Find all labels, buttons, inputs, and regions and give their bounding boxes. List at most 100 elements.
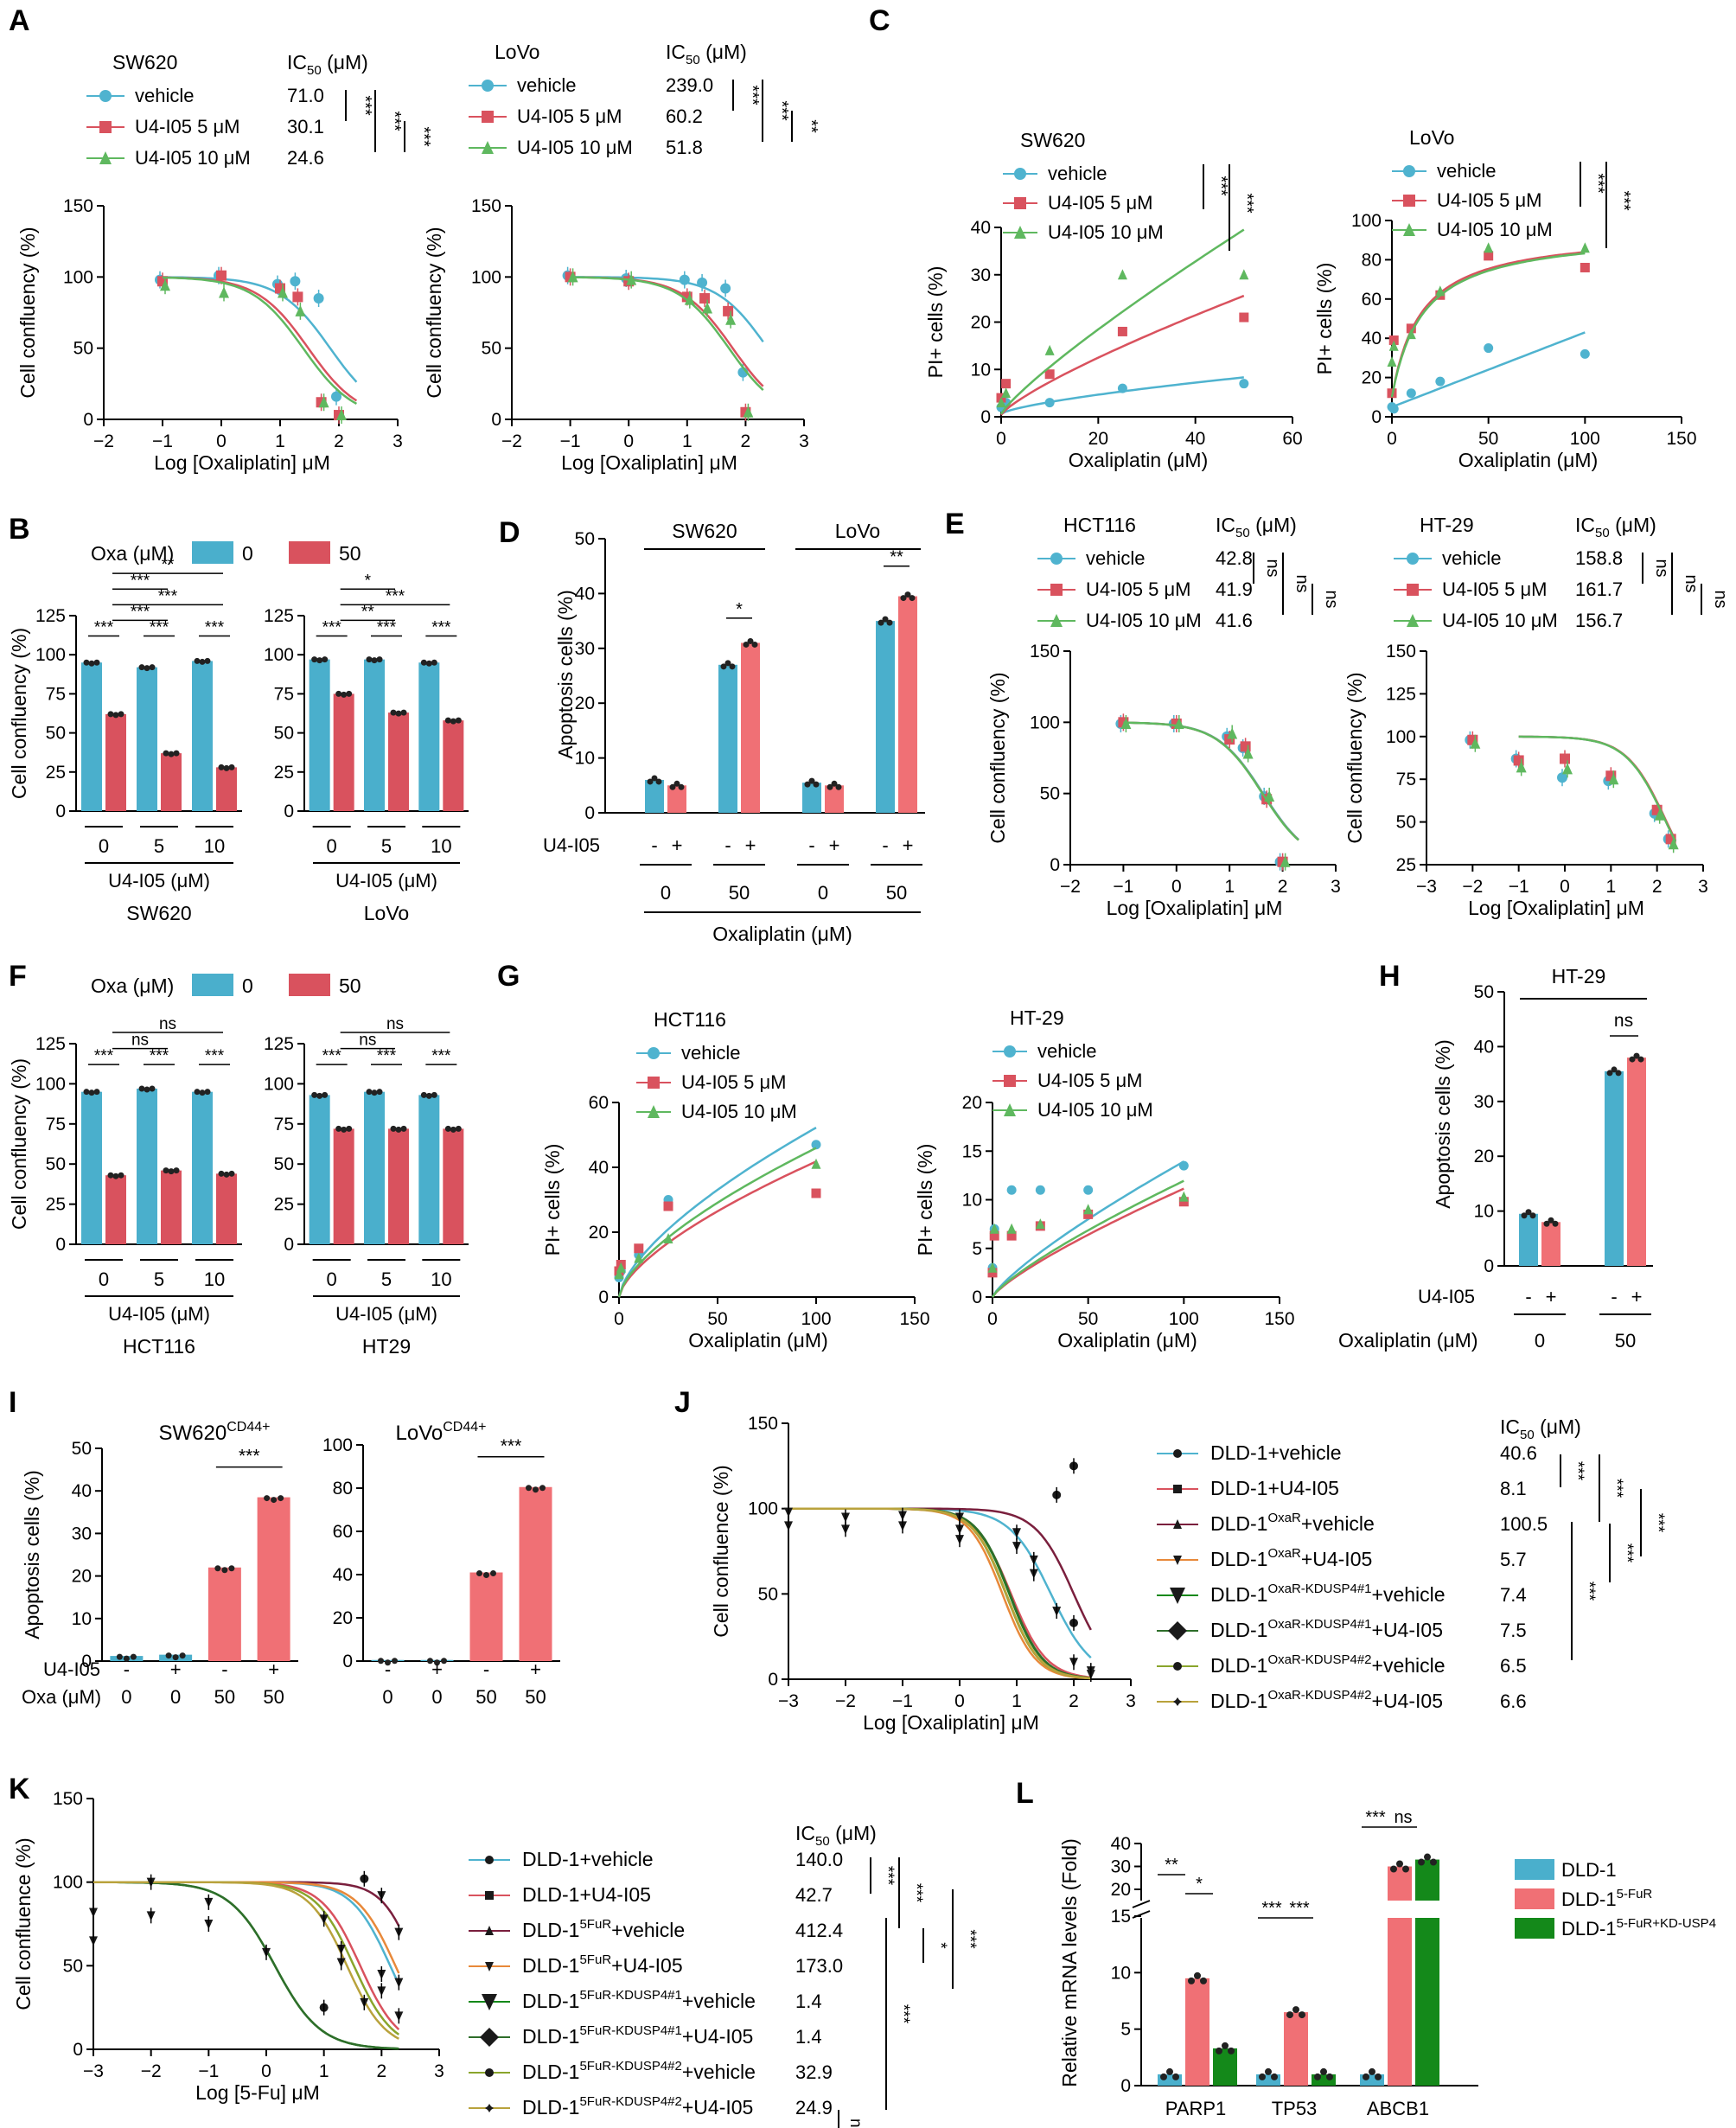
legend-label: U4-I05 10 μM	[517, 137, 633, 158]
sig-label: ***	[239, 1447, 260, 1467]
legend-label: U4-I05 10 μM	[135, 147, 251, 169]
fit-curve-1	[788, 1507, 1091, 1679]
dot	[400, 709, 407, 716]
legend-label: DLD-1OxaR-KDUSP4#2+U4-I05	[1210, 1688, 1443, 1712]
dot	[107, 711, 114, 718]
bar-lower	[1388, 1918, 1412, 2086]
bar-upper	[1415, 1859, 1439, 1901]
data-point	[1580, 242, 1590, 253]
bar	[388, 713, 409, 811]
x-tick-label: 150	[899, 1309, 929, 1329]
chart-title: HT-29	[1552, 965, 1606, 987]
panel-letter-g: G	[497, 960, 520, 993]
ic50-value: 1.4	[795, 2026, 822, 2048]
y-tick-label: 100	[1351, 211, 1382, 231]
dot	[427, 1658, 433, 1665]
legend-label: DLD-15FuR+U4-I05	[522, 1952, 683, 1977]
dot	[1172, 2073, 1179, 2080]
dot	[483, 1572, 489, 1578]
bar	[741, 642, 760, 813]
data-point	[1388, 335, 1399, 345]
legend-marker	[485, 1926, 494, 1935]
x-axis-title: Oxaliplatin (μM)	[1057, 1329, 1197, 1352]
y-tick-label: 0	[55, 802, 66, 821]
legend-label: vehicle	[1442, 547, 1501, 569]
dot	[322, 1091, 329, 1098]
legend-label: vehicle	[135, 85, 194, 106]
data-point	[1580, 262, 1590, 272]
legend-label: DLD-1OxaR-KDUSP4#2+vehicle	[1210, 1652, 1446, 1677]
y-tick-label: 30	[72, 1524, 92, 1543]
legend-marker-triangle	[1050, 614, 1063, 627]
x-tick-label: 0	[216, 431, 227, 451]
sig-label: ns	[386, 1015, 404, 1033]
sig-label: ***	[150, 619, 169, 637]
y-tick-label: 150	[63, 196, 93, 216]
bar	[81, 662, 102, 811]
ic50-value: 51.8	[666, 137, 703, 158]
ic50-value: 71.0	[287, 85, 324, 106]
row-value: +	[903, 834, 914, 856]
dot	[376, 656, 383, 663]
x-axis-title: Log [Oxaliplatin] μM	[863, 1711, 1039, 1734]
y-tick-label: 50	[1396, 813, 1416, 833]
row-value: 0	[382, 1686, 393, 1708]
dot	[1216, 2047, 1222, 2055]
category-label: 5	[154, 835, 164, 857]
y-tick-label: 0	[1371, 407, 1382, 427]
data-point	[634, 1243, 644, 1254]
legend-marker-triangle	[482, 141, 494, 154]
ic50-value: 173.0	[795, 1955, 843, 1977]
y-tick-label: 25	[274, 763, 294, 783]
ic50-value: 60.2	[666, 105, 703, 127]
dot	[316, 1092, 323, 1099]
ic50-value: 41.9	[1216, 578, 1253, 600]
legend-marker-circle	[1004, 1045, 1016, 1058]
dot	[378, 1658, 384, 1665]
legend-marker	[485, 2104, 494, 2112]
row-label: U4-I05	[543, 834, 600, 856]
legend-label: vehicle	[517, 74, 576, 96]
y-tick-label: 125	[264, 1034, 294, 1054]
legend-label: U4-I05 10 μM	[1442, 610, 1558, 631]
fit-curve-4	[788, 1507, 1091, 1679]
y-tick-label: 40	[333, 1565, 353, 1585]
data-point	[1001, 379, 1012, 389]
legend-marker	[480, 2028, 499, 2047]
x-tick-label: 3	[1698, 877, 1708, 897]
dot	[138, 1085, 145, 1092]
legend-label: DLD-15FuR-KDUSP4#1+U4-I05	[522, 2023, 753, 2048]
y-tick-label: 100	[748, 1499, 778, 1519]
legend-label: vehicle	[1048, 163, 1107, 184]
dot	[1637, 1056, 1644, 1063]
dot	[455, 1125, 462, 1132]
y-tick-label: 10	[72, 1609, 92, 1629]
category-label: PARP1	[1165, 2098, 1227, 2119]
panel-letter-a: A	[9, 4, 30, 37]
ic50-value: 24.9	[795, 2097, 833, 2118]
dot	[1552, 1220, 1559, 1227]
legend-marker-triangle	[1403, 223, 1415, 236]
y-tick-label: 25	[1396, 855, 1416, 875]
data-point	[1406, 323, 1416, 334]
dot	[204, 657, 211, 664]
x-axis-title: Oxaliplatin (μM)	[712, 923, 852, 945]
sig-label: ***	[94, 1047, 114, 1065]
data-point	[996, 397, 1006, 408]
chart-title: LoVo	[364, 902, 409, 924]
dot	[88, 1090, 95, 1096]
y-tick-label: 20	[333, 1608, 353, 1628]
fit-curve-2	[999, 228, 1245, 415]
dot	[1363, 2073, 1369, 2080]
dot	[1543, 1220, 1550, 1227]
y-tick-label: 0	[342, 1652, 353, 1671]
row-value: +	[268, 1658, 279, 1680]
group-label: LoVo	[835, 520, 880, 542]
dot	[168, 751, 175, 757]
category-label: 5	[154, 1268, 164, 1290]
x-tick-label: −1	[1509, 877, 1529, 897]
category-label: 10	[431, 835, 451, 857]
y-tick-label: 50	[758, 1584, 778, 1604]
legend-marker	[485, 1962, 494, 1971]
y-axis-title: Apoptosis cells (%)	[1432, 1039, 1454, 1209]
